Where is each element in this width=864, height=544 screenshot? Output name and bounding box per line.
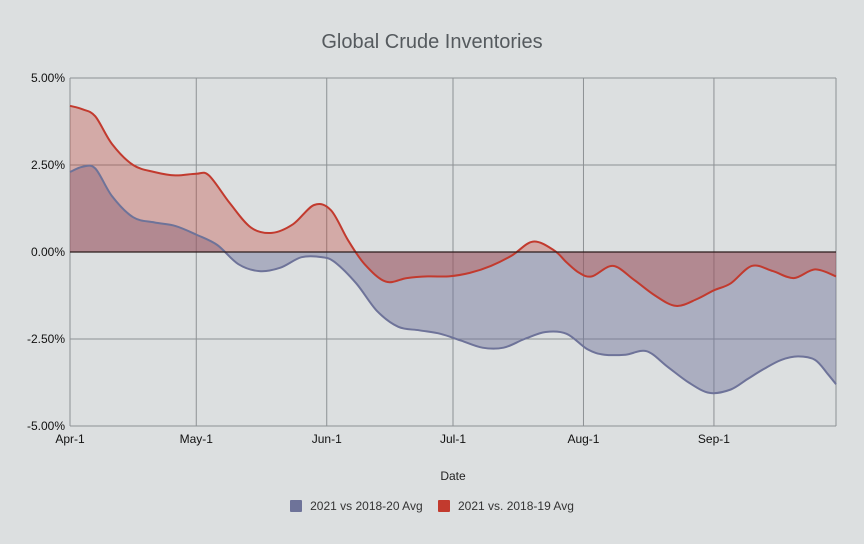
legend-label: 2021 vs 2018-20 Avg — [310, 499, 423, 513]
series-area-2 — [70, 105, 836, 306]
x-tick-label: May-1 — [180, 432, 214, 446]
x-axis-ticks: Apr-1 May-1 Jun-1 Jul-1 Aug-1 Sep-1 — [55, 432, 730, 446]
y-axis-ticks: 5.00% 2.50% 0.00% -2.50% -5.00% — [27, 71, 65, 433]
y-tick-label: -2.50% — [27, 332, 65, 346]
x-tick-label: Aug-1 — [567, 432, 599, 446]
legend-item-series-1[interactable]: 2021 vs 2018-20 Avg — [290, 499, 423, 513]
legend-swatch — [290, 500, 303, 512]
series-areas — [70, 105, 836, 394]
y-tick-label: -5.00% — [27, 419, 65, 433]
legend-item-series-2[interactable]: 2021 vs. 2018-19 Avg — [438, 499, 574, 513]
x-tick-label: Jun-1 — [312, 432, 342, 446]
legend-label: 2021 vs. 2018-19 Avg — [458, 499, 574, 513]
series-line-1 — [69, 164, 837, 395]
legend: 2021 vs 2018-20 Avg 2021 vs. 2018-19 Avg — [0, 499, 864, 515]
series-line-2 — [69, 104, 837, 307]
y-tick-label: 0.00% — [31, 245, 65, 259]
chart-title: Global Crude Inventories — [321, 31, 542, 53]
y-tick-label: 5.00% — [31, 71, 65, 85]
x-axis-label: Date — [440, 469, 466, 483]
x-tick-label: Jul-1 — [440, 432, 466, 446]
x-tick-label: Apr-1 — [55, 432, 85, 446]
y-tick-label: 2.50% — [31, 158, 65, 172]
series-area-1 — [70, 165, 836, 394]
legend-swatch — [438, 500, 450, 512]
x-tick-label: Sep-1 — [698, 432, 730, 446]
series-lines — [69, 104, 837, 395]
